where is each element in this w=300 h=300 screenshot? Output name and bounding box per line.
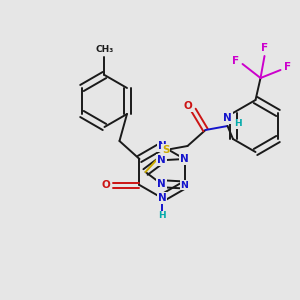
Text: N: N (181, 181, 188, 190)
Text: N: N (157, 155, 166, 165)
Text: F: F (232, 56, 239, 66)
Text: N: N (158, 193, 166, 203)
Text: F: F (284, 62, 291, 72)
Text: O: O (183, 101, 192, 111)
Text: CH₃: CH₃ (95, 44, 114, 53)
Text: N: N (223, 113, 232, 123)
Text: H: H (234, 119, 241, 128)
Text: O: O (101, 180, 110, 190)
Text: N: N (180, 154, 189, 164)
Text: S: S (162, 145, 169, 155)
Text: F: F (261, 43, 268, 53)
Text: N: N (157, 179, 166, 189)
Text: N: N (158, 141, 166, 151)
Text: H: H (158, 212, 166, 220)
